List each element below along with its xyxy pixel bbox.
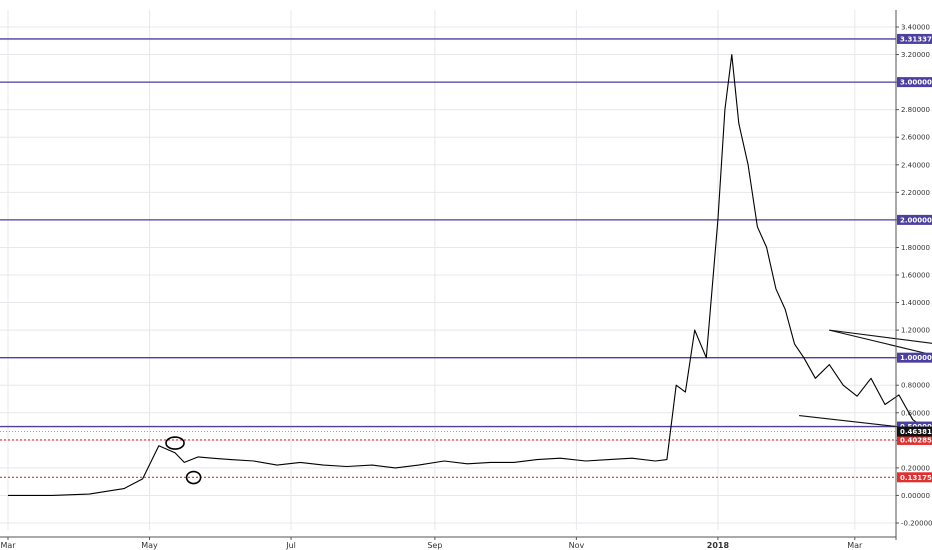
x-tick-label: Nov — [569, 541, 585, 550]
x-tick-label: Mar — [847, 541, 863, 550]
x-tick-label: Jul — [285, 541, 296, 550]
price-badge-label: 2.00000 — [900, 216, 932, 224]
y-tick-label: -0.20000 — [901, 520, 932, 528]
price-badge-label: 3.31337 — [900, 35, 932, 43]
y-tick-label: 0.80000 — [901, 382, 930, 390]
y-tick-label: 3.20000 — [901, 51, 930, 59]
price-line — [8, 54, 932, 496]
horizontal-levels — [0, 38, 896, 478]
price-badge — [897, 426, 932, 437]
annotations — [165, 436, 202, 485]
price-badge-label: 0.13175 — [900, 474, 932, 482]
price-badge — [897, 472, 932, 483]
price-badges: 3.313373.000002.000001.000000.500000.402… — [897, 33, 932, 483]
price-badge — [897, 77, 932, 88]
y-tick-label: 1.60000 — [901, 272, 930, 280]
x-tick-label: Sep — [427, 541, 442, 550]
trend-line — [829, 329, 932, 344]
y-tick-label: 2.80000 — [901, 106, 930, 114]
price-badge — [897, 214, 932, 225]
y-tick-label: 2.20000 — [901, 189, 930, 197]
price-badge-label: 1.00000 — [900, 354, 932, 362]
price-series — [8, 54, 932, 496]
y-tick-label: 2.60000 — [901, 134, 930, 142]
price-badge — [897, 33, 932, 44]
y-tick-label: 1.20000 — [901, 327, 930, 335]
price-badge-label: 0.46381 — [900, 428, 932, 436]
price-badge — [897, 352, 932, 363]
trend-lines — [799, 329, 932, 432]
chart-grid — [0, 10, 896, 530]
y-tick-label: 1.80000 — [901, 244, 930, 252]
y-tick-label: 0.20000 — [901, 464, 930, 472]
x-axis: MarMayJulSepNov2018MarMayJulSepNov2019Ma… — [0, 536, 896, 550]
price-badge-label: 3.00000 — [900, 79, 932, 87]
trend-line — [829, 329, 932, 356]
x-tick-label: Mar — [0, 541, 16, 550]
y-tick-label: 2.40000 — [901, 161, 930, 169]
x-tick-label: 2018 — [707, 541, 730, 550]
y-tick-label: 0.60000 — [901, 409, 930, 417]
price-badge-label: 0.40285 — [900, 436, 932, 444]
price-badge — [897, 434, 932, 445]
trend-line — [799, 414, 932, 432]
circle-annotation — [185, 470, 202, 485]
circle-annotation — [165, 436, 185, 450]
y-tick-label: 1.40000 — [901, 299, 930, 307]
y-axis: -0.200000.000000.200000.400000.600000.80… — [895, 10, 932, 540]
y-tick-label: 0.00000 — [901, 492, 930, 500]
y-tick-label: 3.40000 — [901, 24, 930, 32]
x-tick-label: May — [141, 541, 158, 550]
